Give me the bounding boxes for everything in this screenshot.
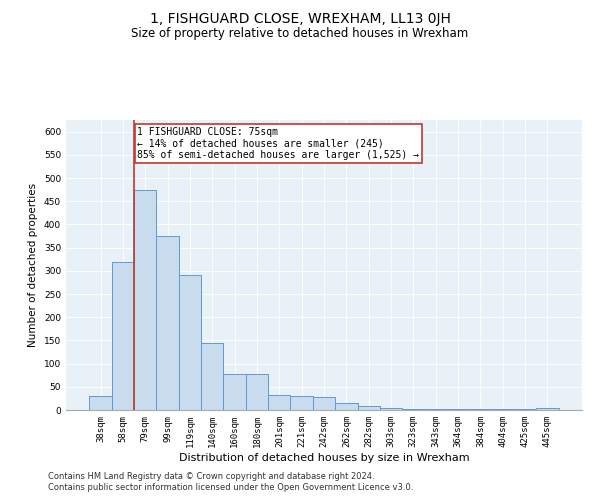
Bar (89, 396, 112, 410)
Bar (514, 408, 536, 410)
Bar (223, 374, 246, 410)
Bar (380, 408, 402, 410)
Text: Contains HM Land Registry data © Crown copyright and database right 2024.: Contains HM Land Registry data © Crown c… (48, 472, 374, 481)
Bar (290, 396, 313, 410)
Bar (179, 276, 201, 410)
Text: 1, FISHGUARD CLOSE, WREXHAM, LL13 0JH: 1, FISHGUARD CLOSE, WREXHAM, LL13 0JH (149, 12, 451, 26)
Text: Contains public sector information licensed under the Open Government Licence v3: Contains public sector information licen… (48, 484, 413, 492)
Bar (536, 408, 559, 410)
Bar (469, 408, 491, 410)
Bar (335, 403, 358, 410)
Bar (358, 406, 380, 410)
Bar (425, 408, 447, 410)
Text: 1 FISHGUARD CLOSE: 75sqm
← 14% of detached houses are smaller (245)
85% of semi-: 1 FISHGUARD CLOSE: 75sqm ← 14% of detach… (137, 127, 419, 160)
Bar (157, 236, 179, 410)
X-axis label: Distribution of detached houses by size in Wrexham: Distribution of detached houses by size … (179, 452, 469, 462)
Bar (447, 408, 469, 410)
Text: Size of property relative to detached houses in Wrexham: Size of property relative to detached ho… (131, 28, 469, 40)
Bar (268, 394, 290, 410)
Bar (112, 262, 134, 410)
Bar (313, 398, 335, 410)
Bar (402, 408, 425, 410)
Bar (491, 408, 514, 410)
Bar (134, 190, 157, 410)
Y-axis label: Number of detached properties: Number of detached properties (28, 183, 38, 347)
Bar (246, 374, 268, 410)
Bar (201, 342, 223, 410)
